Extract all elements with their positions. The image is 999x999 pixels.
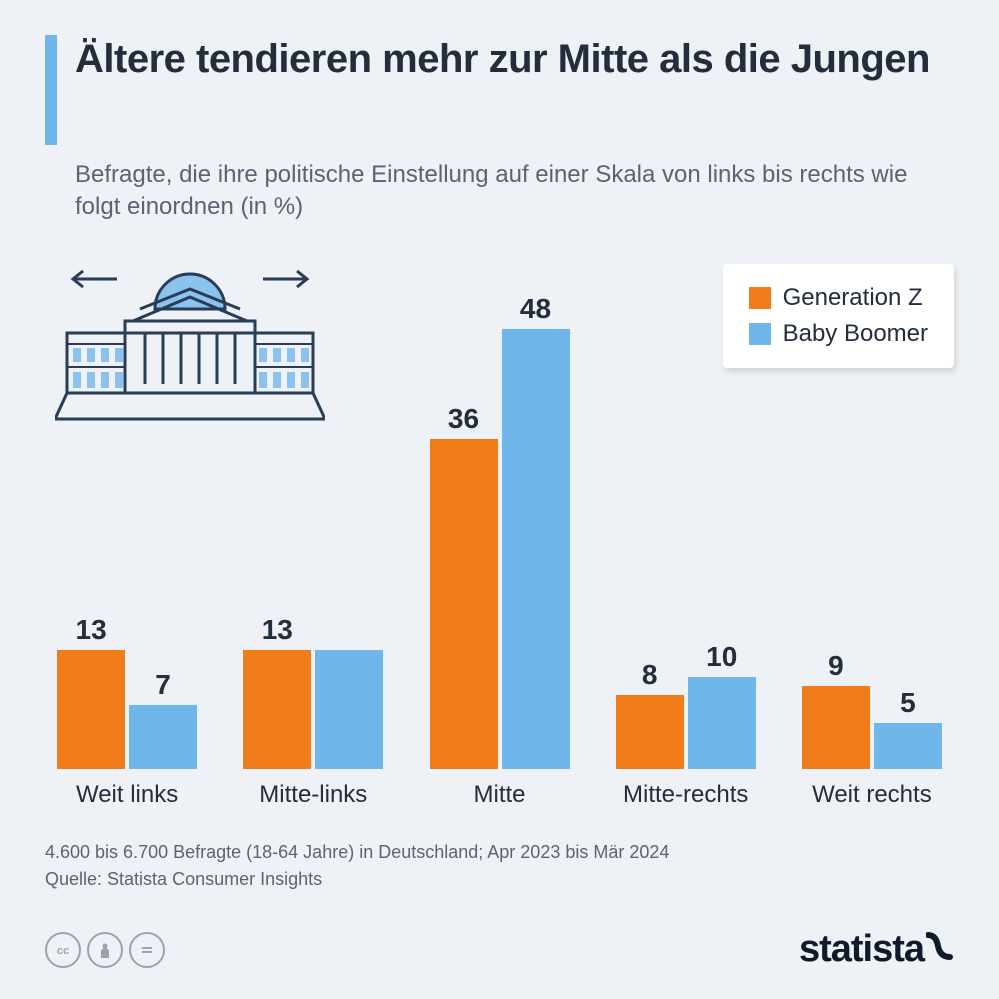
bar-group: 1313Mitte-links (231, 289, 395, 769)
legend-swatch-boomer (749, 323, 771, 345)
bar-value: 8 (642, 659, 658, 691)
statista-logo: statista (799, 928, 954, 971)
footnote-line2: Quelle: Statista Consumer Insights (45, 869, 322, 889)
plot-area: Generation Z Baby Boomer (45, 249, 954, 809)
bar-value: 48 (520, 293, 551, 325)
bar-value: 7 (155, 669, 171, 701)
footer: cc statista (45, 928, 954, 971)
category-label: Mitte-rechts (623, 781, 748, 809)
bar-boomer: 10 (688, 677, 756, 769)
bar-value: 13 (262, 614, 293, 646)
legend-swatch-gen-z (749, 287, 771, 309)
category-label: Weit links (76, 781, 178, 809)
bar-gen-z: 13 (57, 650, 125, 769)
category-label: Mitte-links (259, 781, 367, 809)
bar-boomer: 13 (315, 650, 383, 769)
bar-gen-z: 9 (802, 686, 870, 769)
legend-label-gen-z: Generation Z (783, 280, 923, 316)
chart-title: Ältere tendieren mehr zur Mitte als die … (75, 35, 930, 83)
bar-gen-z: 8 (616, 695, 684, 768)
nd-icon (129, 932, 165, 968)
legend-label-boomer: Baby Boomer (783, 316, 928, 352)
bar-gen-z: 13 (243, 650, 311, 769)
bar-value: 9 (828, 650, 844, 682)
category-label: Weit rechts (812, 781, 932, 809)
chart-subtitle: Befragte, die ihre politische Einstellun… (75, 159, 954, 224)
bar-group: 137Weit links (45, 289, 209, 769)
legend-item-gen-z: Generation Z (749, 280, 928, 316)
bar-boomer: 48 (502, 329, 570, 769)
svg-text:cc: cc (57, 945, 69, 957)
bar-gen-z: 36 (430, 439, 498, 769)
logo-wave-icon (926, 928, 954, 971)
footnote: 4.600 bis 6.700 Befragte (18-64 Jahre) i… (45, 839, 954, 893)
bar-boomer: 5 (874, 723, 942, 769)
bar-value: 36 (448, 403, 479, 435)
by-icon (87, 932, 123, 968)
cc-icon: cc (45, 932, 81, 968)
legend: Generation Z Baby Boomer (723, 264, 954, 368)
infographic-container: Ältere tendieren mehr zur Mitte als die … (0, 0, 999, 999)
logo-text: statista (799, 928, 924, 971)
bar-group: 3648Mitte (417, 289, 581, 769)
footnote-line1: 4.600 bis 6.700 Befragte (18-64 Jahre) i… (45, 842, 669, 862)
license-icons: cc (45, 932, 165, 968)
bar-value: 10 (706, 641, 737, 673)
bar-value: 5 (900, 687, 916, 719)
bar-boomer: 7 (129, 705, 197, 769)
category-label: Mitte (473, 781, 525, 809)
title-accent-bar (45, 35, 57, 145)
header: Ältere tendieren mehr zur Mitte als die … (45, 35, 954, 145)
legend-item-boomer: Baby Boomer (749, 316, 928, 352)
bar-value: 13 (76, 614, 107, 646)
